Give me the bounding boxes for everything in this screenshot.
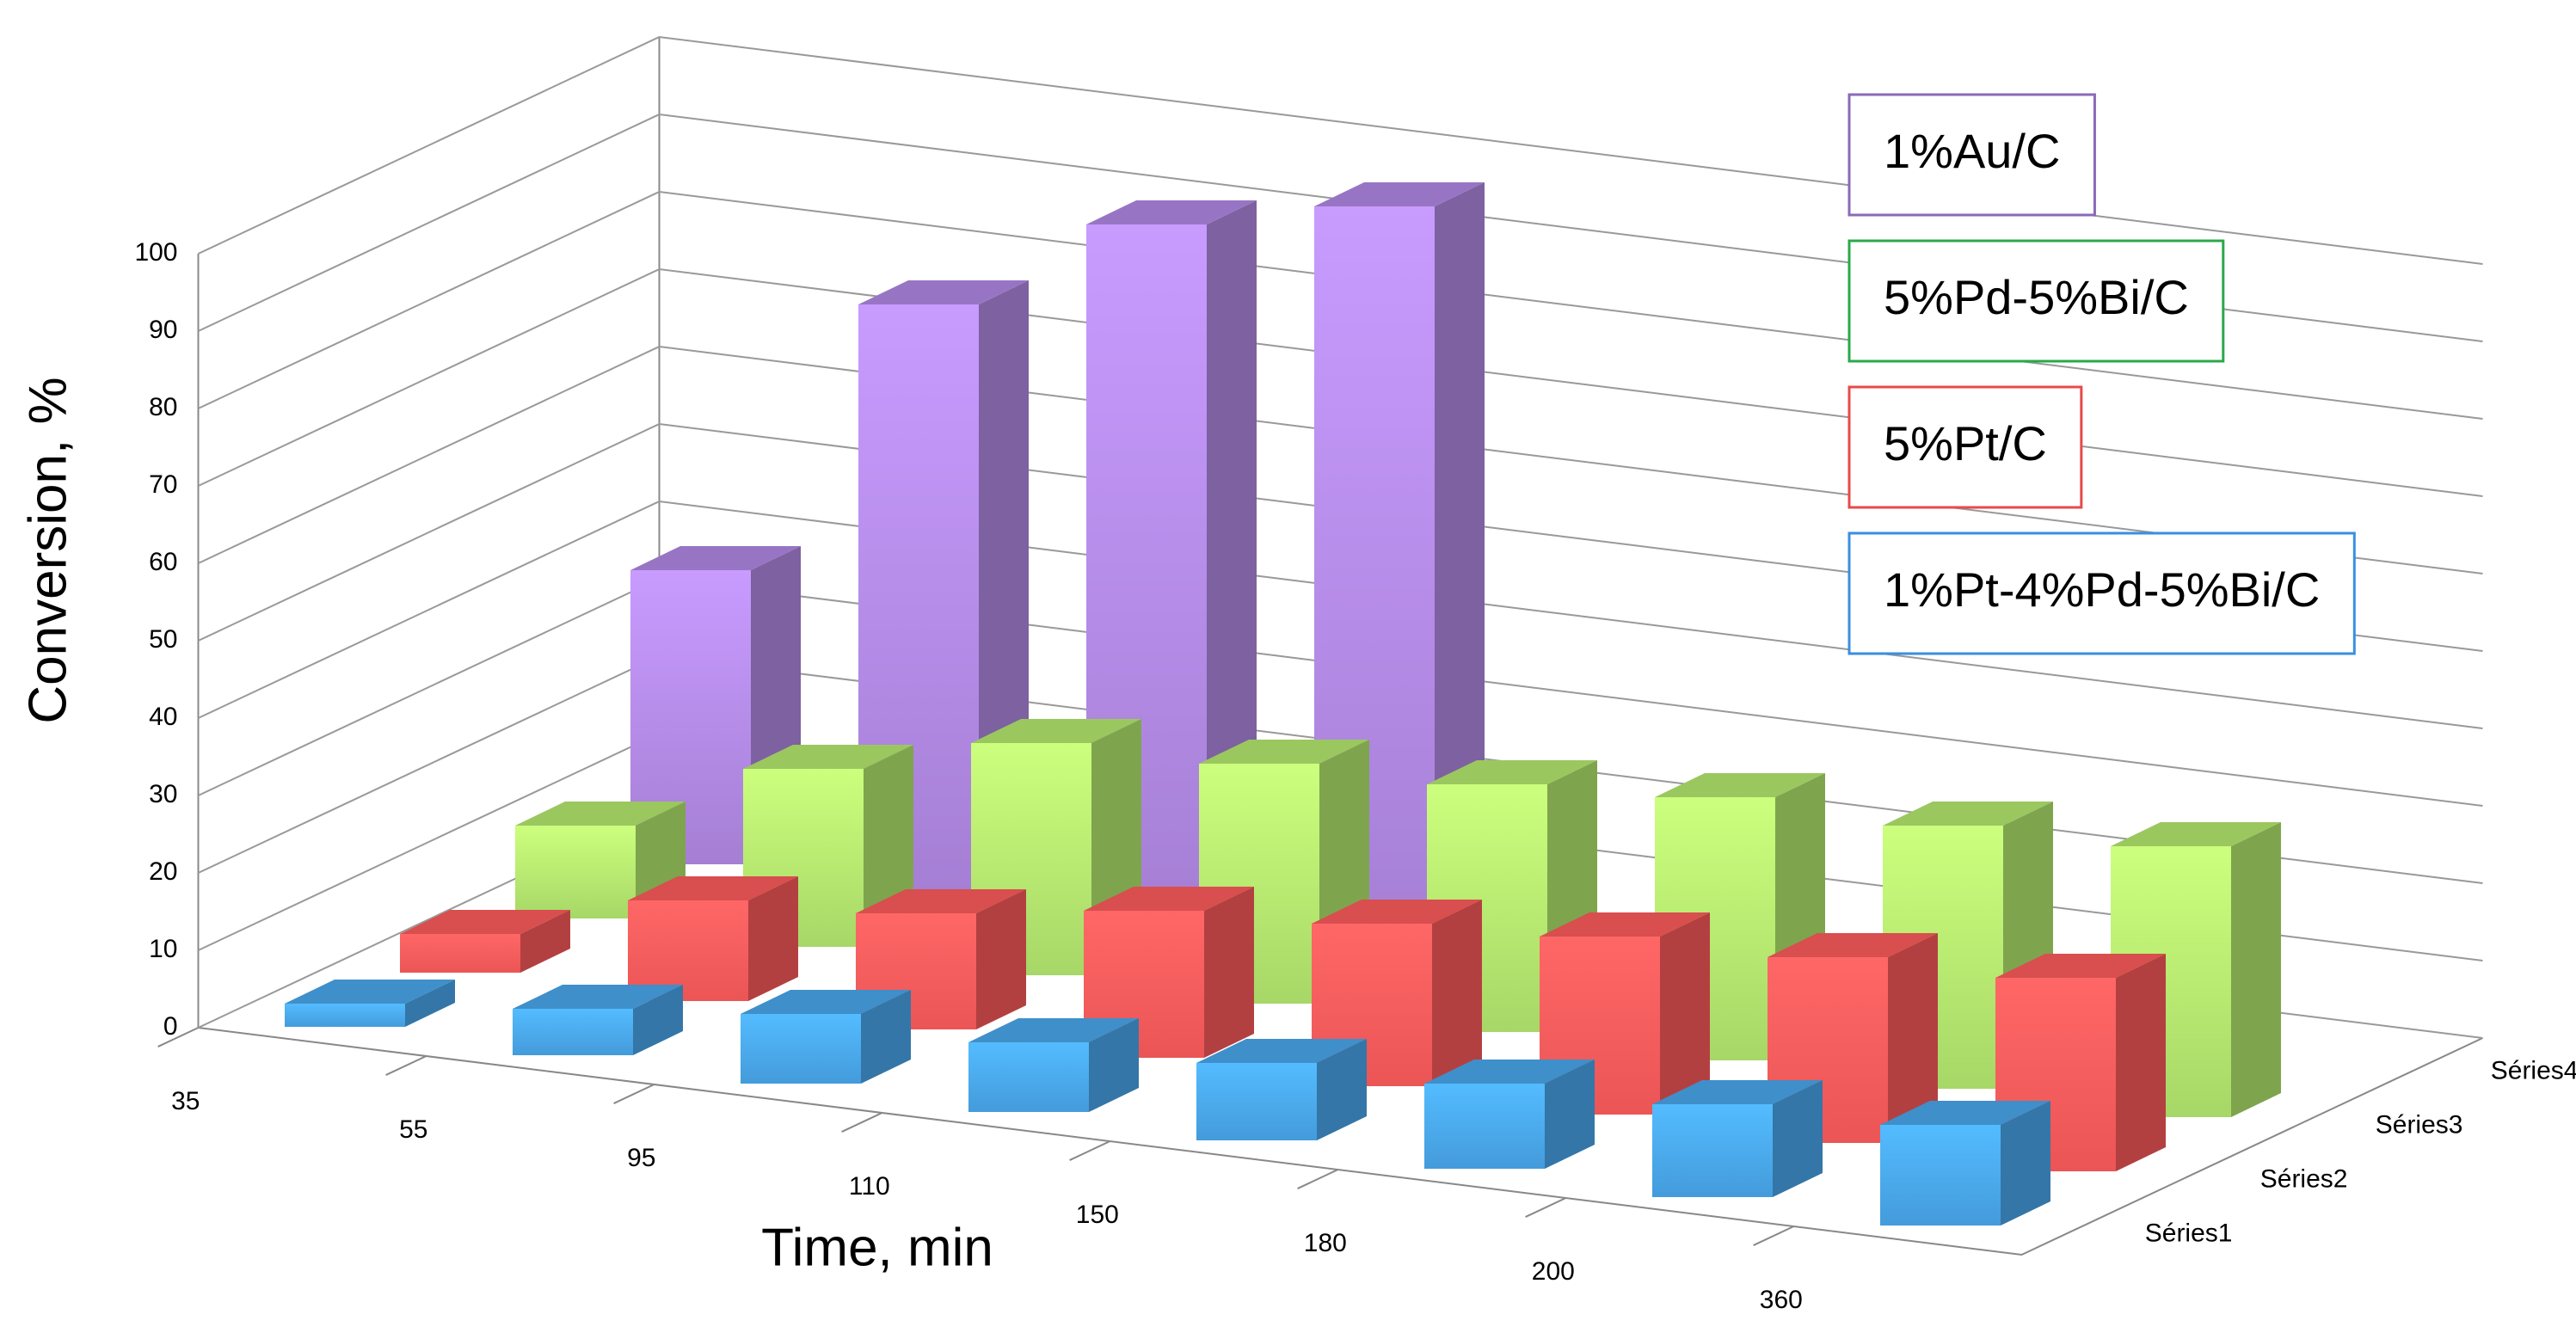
depth-label: Séries1 (2145, 1219, 2233, 1248)
depth-label: Séries4 (2491, 1057, 2576, 1085)
x-tick-label: 55 (399, 1115, 427, 1144)
y-tick-label: 50 (149, 625, 177, 654)
x-tick-label: 95 (627, 1144, 655, 1172)
y-tick-label: 40 (149, 703, 177, 731)
legend-label: 1%Au/C (1884, 124, 2060, 178)
y-tick-label: 80 (149, 393, 177, 421)
legend: 1%Au/C 5%Pd-5%Bi/C 5%Pt/C 1%Pt-4%Pd-5%Bi/C (1847, 93, 2356, 655)
bar (1314, 182, 1485, 949)
bar (741, 990, 911, 1084)
bar (1196, 1039, 1367, 1140)
y-tick-label: 20 (149, 857, 177, 886)
y-tick-label: 90 (149, 316, 177, 344)
depth-label: Séries3 (2376, 1111, 2463, 1140)
x-tick-label: 180 (1304, 1229, 1347, 1257)
x-tick (385, 1055, 427, 1076)
depth-label: Séries2 (2260, 1165, 2348, 1194)
y-tick-label: 100 (134, 238, 177, 267)
x-tick-label: 150 (1076, 1201, 1119, 1229)
bar (1880, 1101, 2050, 1226)
x-tick (1069, 1140, 1110, 1161)
x-tick (1525, 1197, 1566, 1218)
legend-box (1847, 385, 2083, 509)
bar (1086, 200, 1257, 921)
legend-box (1847, 93, 2096, 217)
legend-label: 5%Pd-5%Bi/C (1884, 270, 2189, 324)
x-tick-label: 200 (1532, 1257, 1575, 1286)
labels: 0 10 20 30 40 50 60 70 80 90 100 35 55 95 110 150 180 200… (134, 238, 2576, 1314)
y-tick-label: 0 (163, 1012, 178, 1041)
legend-box (1847, 531, 2356, 655)
x-tick-label: 360 (1760, 1286, 1803, 1314)
bar (513, 985, 683, 1055)
y-tick-label: 70 (149, 470, 177, 499)
bar (1424, 1060, 1595, 1169)
bar (1652, 1080, 1823, 1197)
x-tick (157, 1027, 199, 1047)
bar (285, 980, 455, 1027)
y-tick-label: 30 (149, 780, 177, 808)
x-tick (841, 1112, 882, 1133)
bar (968, 1018, 1139, 1112)
x-tick-label: 110 (849, 1172, 890, 1201)
y-axis-title: Conversion, % (18, 377, 77, 723)
legend-box (1847, 239, 2225, 363)
y-tick-label: 10 (149, 935, 177, 963)
y-tick-label: 60 (149, 548, 177, 576)
x-tick-label: 35 (171, 1087, 200, 1115)
bars (285, 182, 2281, 1226)
legend-label: 1%Pt-4%Pd-5%Bi/C (1884, 562, 2320, 617)
x-tick (1297, 1169, 1338, 1189)
x-axis-title: Time, min (761, 1218, 993, 1277)
legend-label: 5%Pt/C (1884, 416, 2047, 470)
x-tick (1753, 1226, 1794, 1246)
bar (400, 910, 570, 973)
x-tick (613, 1084, 655, 1104)
bar (628, 876, 798, 1001)
